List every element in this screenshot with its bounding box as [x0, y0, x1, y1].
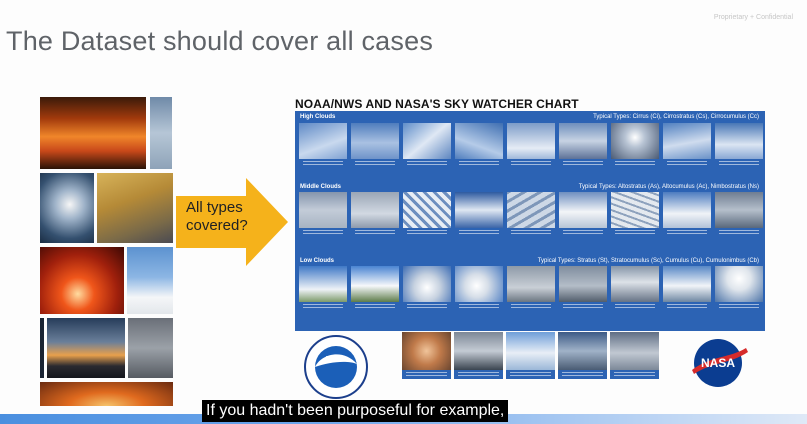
band-low-clouds: Low Clouds Typical Types: Stratus (St), …	[295, 257, 765, 331]
cloud-tile	[299, 192, 347, 238]
special-clouds-row	[402, 332, 659, 379]
cloud-tile	[403, 123, 451, 169]
cloud-tile	[559, 123, 607, 169]
cloud-tile	[507, 192, 555, 238]
cloud-tile	[663, 266, 711, 312]
noaa-text: NOAA	[326, 356, 347, 363]
photo-golden-clouds	[97, 173, 173, 243]
arrow-right-icon	[176, 178, 288, 266]
cloud-tile	[455, 266, 503, 312]
tile-row	[299, 266, 763, 312]
cloud-tile	[455, 123, 503, 169]
cloud-tile	[507, 123, 555, 169]
photo-orange-glow	[40, 382, 173, 406]
cloud-tile	[715, 266, 763, 312]
nasa-logo-icon: NASA	[692, 339, 748, 387]
cloud-tile	[299, 123, 347, 169]
cloud-tile	[558, 332, 607, 379]
photo-overcast	[128, 318, 173, 378]
cloud-tile	[559, 192, 607, 238]
photo-sky-strip	[150, 97, 172, 169]
chart-title: NOAA/NWS AND NASA'S SKY WATCHER CHART	[295, 97, 579, 111]
cloud-tile	[351, 123, 399, 169]
band-name: High Clouds	[300, 114, 336, 120]
cloud-tile	[455, 192, 503, 238]
slide-title: The Dataset should cover all cases	[6, 26, 434, 56]
cloud-tile	[403, 192, 451, 238]
confidential-label: Proprietary + Confidential	[713, 14, 793, 21]
cloud-tile	[663, 123, 711, 169]
photo-dusk-water	[40, 318, 44, 378]
cloud-tile	[403, 266, 451, 312]
cloud-tile	[351, 266, 399, 312]
cloud-tile	[610, 332, 659, 379]
callout-text: All types covered?	[186, 199, 248, 235]
cloud-tile	[611, 123, 659, 169]
cloud-tile	[611, 192, 659, 238]
photo-dusk-horizon	[47, 318, 125, 378]
cloud-tile	[402, 332, 451, 379]
cloud-tile	[506, 332, 555, 379]
cloud-tile	[611, 266, 659, 312]
sky-watcher-chart: High Clouds Typical Types: Cirrus (Ci), …	[295, 111, 765, 331]
subtitle-text: If you hadn't been purposeful for exampl…	[206, 402, 505, 419]
cloud-tile	[715, 192, 763, 238]
cloud-tile	[454, 332, 503, 379]
photo-red-sunset	[40, 247, 124, 314]
tile-row	[299, 192, 763, 238]
callout-line-2: covered?	[186, 217, 248, 234]
cloud-tile	[559, 266, 607, 312]
band-types: Typical Types: Stratus (St), Stratocumul…	[537, 258, 759, 264]
noaa-logo-icon: NOAA	[304, 335, 368, 399]
band-middle-clouds: Middle Clouds Typical Types: Altostratus…	[295, 183, 765, 257]
band-name: Low Clouds	[300, 258, 334, 264]
tile-row	[299, 123, 763, 169]
band-types: Typical Types: Cirrus (Ci), Cirrostratus…	[593, 114, 759, 120]
cloud-tile	[663, 192, 711, 238]
nasa-text: NASA	[701, 356, 735, 370]
photo-sunrays	[40, 173, 94, 243]
video-subtitle: If you hadn't been purposeful for exampl…	[202, 400, 509, 422]
photo-cumulus	[127, 247, 173, 314]
photo-sunset-clouds	[40, 97, 146, 169]
cloud-tile	[299, 266, 347, 312]
band-types: Typical Types: Altostratus (As), Altocum…	[578, 184, 759, 190]
cloud-tile	[507, 266, 555, 312]
band-name: Middle Clouds	[300, 184, 341, 190]
cloud-tile	[715, 123, 763, 169]
callout-line-1: All types	[186, 199, 243, 216]
band-high-clouds: High Clouds Typical Types: Cirrus (Ci), …	[295, 111, 765, 183]
cloud-tile	[351, 192, 399, 238]
